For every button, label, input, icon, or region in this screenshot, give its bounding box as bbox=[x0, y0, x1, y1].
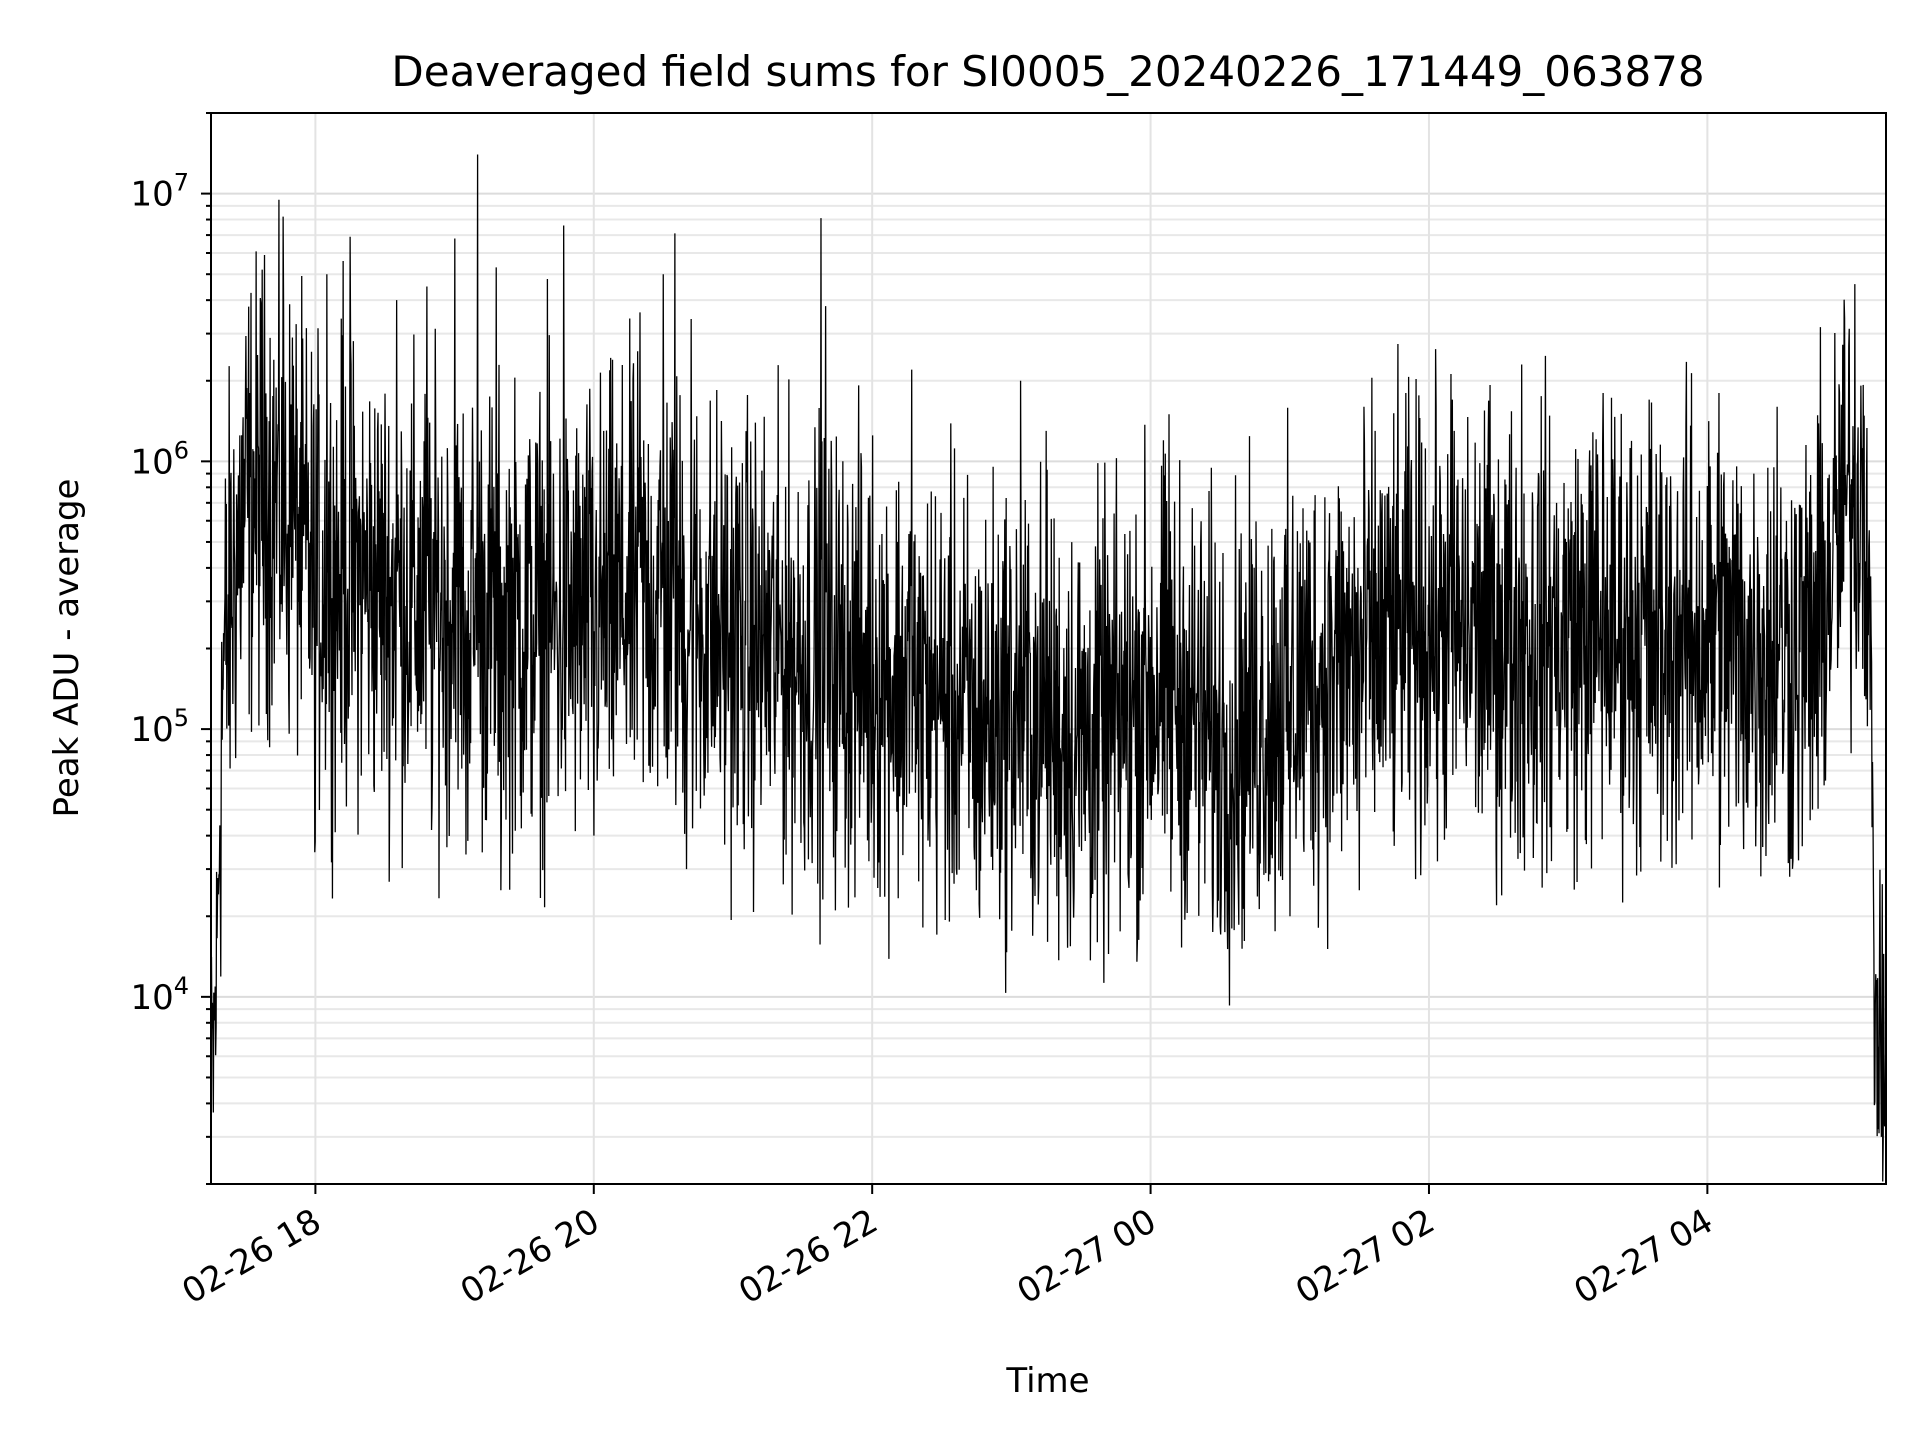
series-group bbox=[211, 154, 1886, 1182]
y-axis-ticks: 104 105 106 107 bbox=[130, 112, 211, 1185]
y-tick-label: 107 bbox=[130, 169, 189, 215]
y-tick-label: 104 bbox=[130, 972, 189, 1018]
chart-title: Deaveraged field sums for SI0005_2024022… bbox=[391, 47, 1704, 96]
y-tick-label: 106 bbox=[130, 436, 189, 482]
y-axis-title: Peak ADU - average bbox=[47, 479, 87, 818]
y-tick-label: 105 bbox=[130, 704, 189, 750]
x-axis-title: Time bbox=[1005, 1361, 1089, 1401]
data-series-line bbox=[211, 154, 1886, 1182]
